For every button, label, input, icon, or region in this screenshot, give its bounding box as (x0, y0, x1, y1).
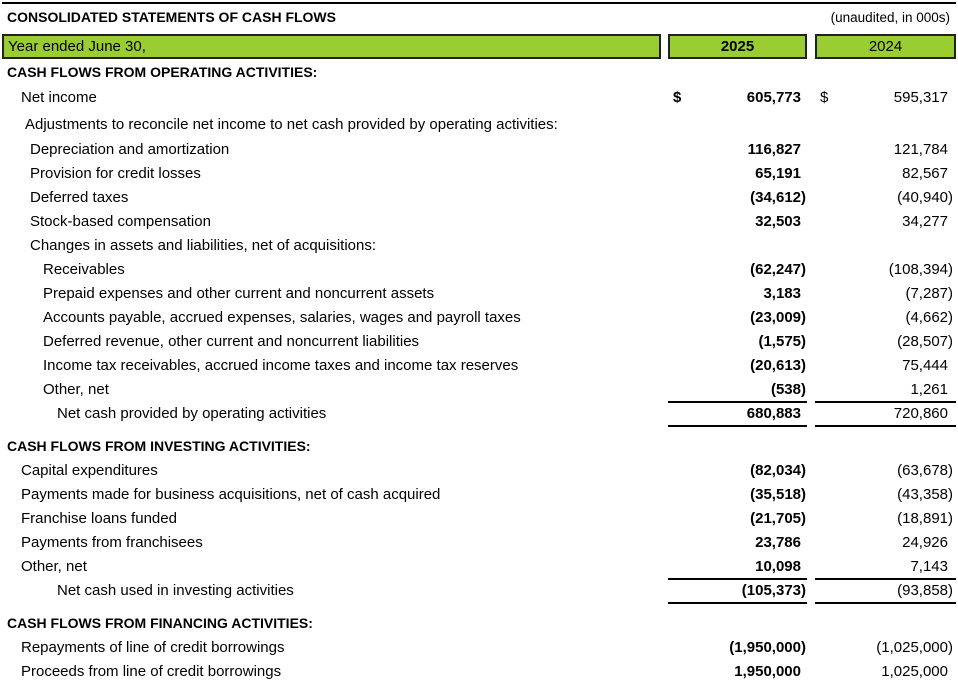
row-label: Receivables (43, 261, 125, 278)
table-row: Adjustments to reconcile net income to n… (0, 113, 958, 137)
top-rule (2, 2, 956, 4)
row-label: Deferred taxes (30, 189, 129, 206)
value-2024: 34,277 (902, 213, 948, 230)
row-label: Accounts payable, accrued expenses, sala… (43, 309, 521, 326)
value-2024: (18,891) (897, 510, 953, 527)
row-label: CASH FLOWS FROM FINANCING ACTIVITIES: (7, 615, 313, 631)
value-2024: (63,678) (897, 462, 953, 479)
value-2025: 1,950,000 (734, 663, 801, 680)
value-2025: 10,098 (755, 558, 801, 575)
table-row: Proceeds from line of credit borrowings 1… (0, 660, 958, 684)
table-row: Net income $ $605,773 595,317 (0, 86, 958, 110)
value-2024: (93,858) (815, 578, 956, 604)
row-label: Prepaid expenses and other current and n… (43, 285, 435, 302)
value-2024: (43,358) (897, 486, 953, 503)
value-2024: (108,394) (888, 261, 953, 278)
table-row: Other, net (538) 1,261 (0, 378, 958, 402)
value-2025: 605,773 (746, 89, 801, 106)
total-row: Net cash used in investing activities (10… (0, 578, 958, 604)
table-row: Changes in assets and liabilities, net o… (0, 234, 958, 258)
value-2025: 23,786 (755, 534, 801, 551)
table-row: Franchise loans funded (21,705) (18,891) (0, 507, 958, 531)
row-label: Franchise loans funded (21, 510, 177, 527)
row-label: CASH FLOWS FROM INVESTING ACTIVITIES: (7, 438, 311, 454)
table-row: Deferred taxes (34,612) (40,940) (0, 186, 958, 210)
table-row: Receivables (62,247) (108,394) (0, 258, 958, 282)
row-label: Net cash used in investing activities (57, 582, 294, 599)
row-label: CASH FLOWS FROM OPERATING ACTIVITIES: (7, 64, 318, 80)
value-2024: 7,143 (910, 558, 948, 575)
value-2024: (28,507) (897, 333, 953, 350)
value-2024: 82,567 (902, 165, 948, 182)
value-2025: 65,191 (755, 165, 801, 182)
row-label: Net cash provided by operating activitie… (57, 405, 327, 422)
row-label: Changes in assets and liabilities, net o… (30, 237, 377, 254)
value-2024: 75,444 (902, 357, 948, 374)
value-2025: (105,373) (668, 578, 807, 604)
units-note: (unaudited, in 000s) (830, 10, 950, 25)
value-2024: 1,025,000 (881, 663, 948, 680)
section-heading: CASH FLOWS FROM FINANCING ACTIVITIES: (0, 611, 958, 635)
value-2025: (21,705) (750, 510, 806, 527)
row-label: Other, net (21, 558, 87, 575)
section-heading: CASH FLOWS FROM OPERATING ACTIVITIES: (0, 60, 958, 84)
row-label: Capital expenditures (21, 462, 158, 479)
value-2025: (82,034) (750, 462, 806, 479)
value-2025: 3,183 (763, 285, 801, 302)
row-label: Provision for credit losses (30, 165, 201, 182)
table-row: Other, net 10,098 7,143 (0, 555, 958, 579)
table-row: Stock-based compensation 32,503 34,277 (0, 210, 958, 234)
section-heading: CASH FLOWS FROM INVESTING ACTIVITIES: (0, 434, 958, 458)
value-2025: (35,518) (750, 486, 806, 503)
statement-title: CONSOLIDATED STATEMENTS OF CASH FLOWS (7, 9, 336, 25)
row-label: Depreciation and amortization (30, 141, 230, 158)
value-2025: 32,503 (755, 213, 801, 230)
table-row: Provision for credit losses 65,191 82,567 (0, 162, 958, 186)
value-2025: (1,575) (758, 333, 806, 350)
row-label: Net income (21, 89, 97, 106)
table-row: Capital expenditures (82,034) (63,678) (0, 459, 958, 483)
row-label: Stock-based compensation (30, 213, 211, 230)
value-2025: (20,613) (750, 357, 806, 374)
value-2025: (1,950,000) (729, 639, 806, 656)
table-row: Deferred revenue, other current and nonc… (0, 330, 958, 354)
row-label: Deferred revenue, other current and nonc… (43, 333, 420, 350)
table-row: Depreciation and amortization 116,827 121,… (0, 138, 958, 162)
value-2024: (1,025,000) (876, 639, 953, 656)
value-2025: 680,883 (668, 401, 807, 427)
value-2025: (23,009) (750, 309, 806, 326)
header-year-2024: 2024 (815, 34, 956, 59)
header-label: Year ended June 30, (2, 34, 661, 59)
currency-symbol: $ (820, 89, 829, 106)
value-2024: 24,926 (902, 534, 948, 551)
row-label: Other, net (43, 381, 109, 398)
table-row: Payments from franchisees 23,786 24,926 (0, 531, 958, 555)
table-row: Payments made for business acquisitions,… (0, 483, 958, 507)
value-2024: 121,784 (893, 141, 948, 158)
value-2025: 116,827 (747, 141, 801, 158)
value-2025: (34,612) (750, 189, 806, 206)
table-row: Accounts payable, accrued expenses, sala… (0, 306, 958, 330)
header-year-2025: 2025 (668, 34, 807, 59)
row-label: Proceeds from line of credit borrowings (21, 663, 282, 680)
value-2024: 595,317 (893, 89, 948, 106)
total-row: Net cash provided by operating activitie… (0, 401, 958, 427)
table-row: Prepaid expenses and other current and n… (0, 282, 958, 306)
value-2024: 1,261 (910, 381, 948, 398)
value-2025: (62,247) (750, 261, 806, 278)
value-2024: (40,940) (897, 189, 953, 206)
value-2025: (538) (770, 381, 806, 398)
value-2024: (7,287) (905, 285, 953, 302)
row-label: Repayments of line of credit borrowings (21, 639, 285, 656)
row-label: Payments made for business acquisitions,… (21, 486, 441, 503)
table-row: Income tax receivables, accrued income t… (0, 354, 958, 378)
row-label: Payments from franchisees (21, 534, 203, 551)
row-label: Adjustments to reconcile net income to n… (25, 116, 558, 133)
table-row: Repayments of line of credit borrowings (… (0, 636, 958, 660)
value-2024: 720,860 (815, 401, 956, 427)
row-label: Income tax receivables, accrued income t… (43, 357, 519, 374)
value-2024: (4,662) (905, 309, 953, 326)
currency-symbol: $ (673, 89, 682, 106)
